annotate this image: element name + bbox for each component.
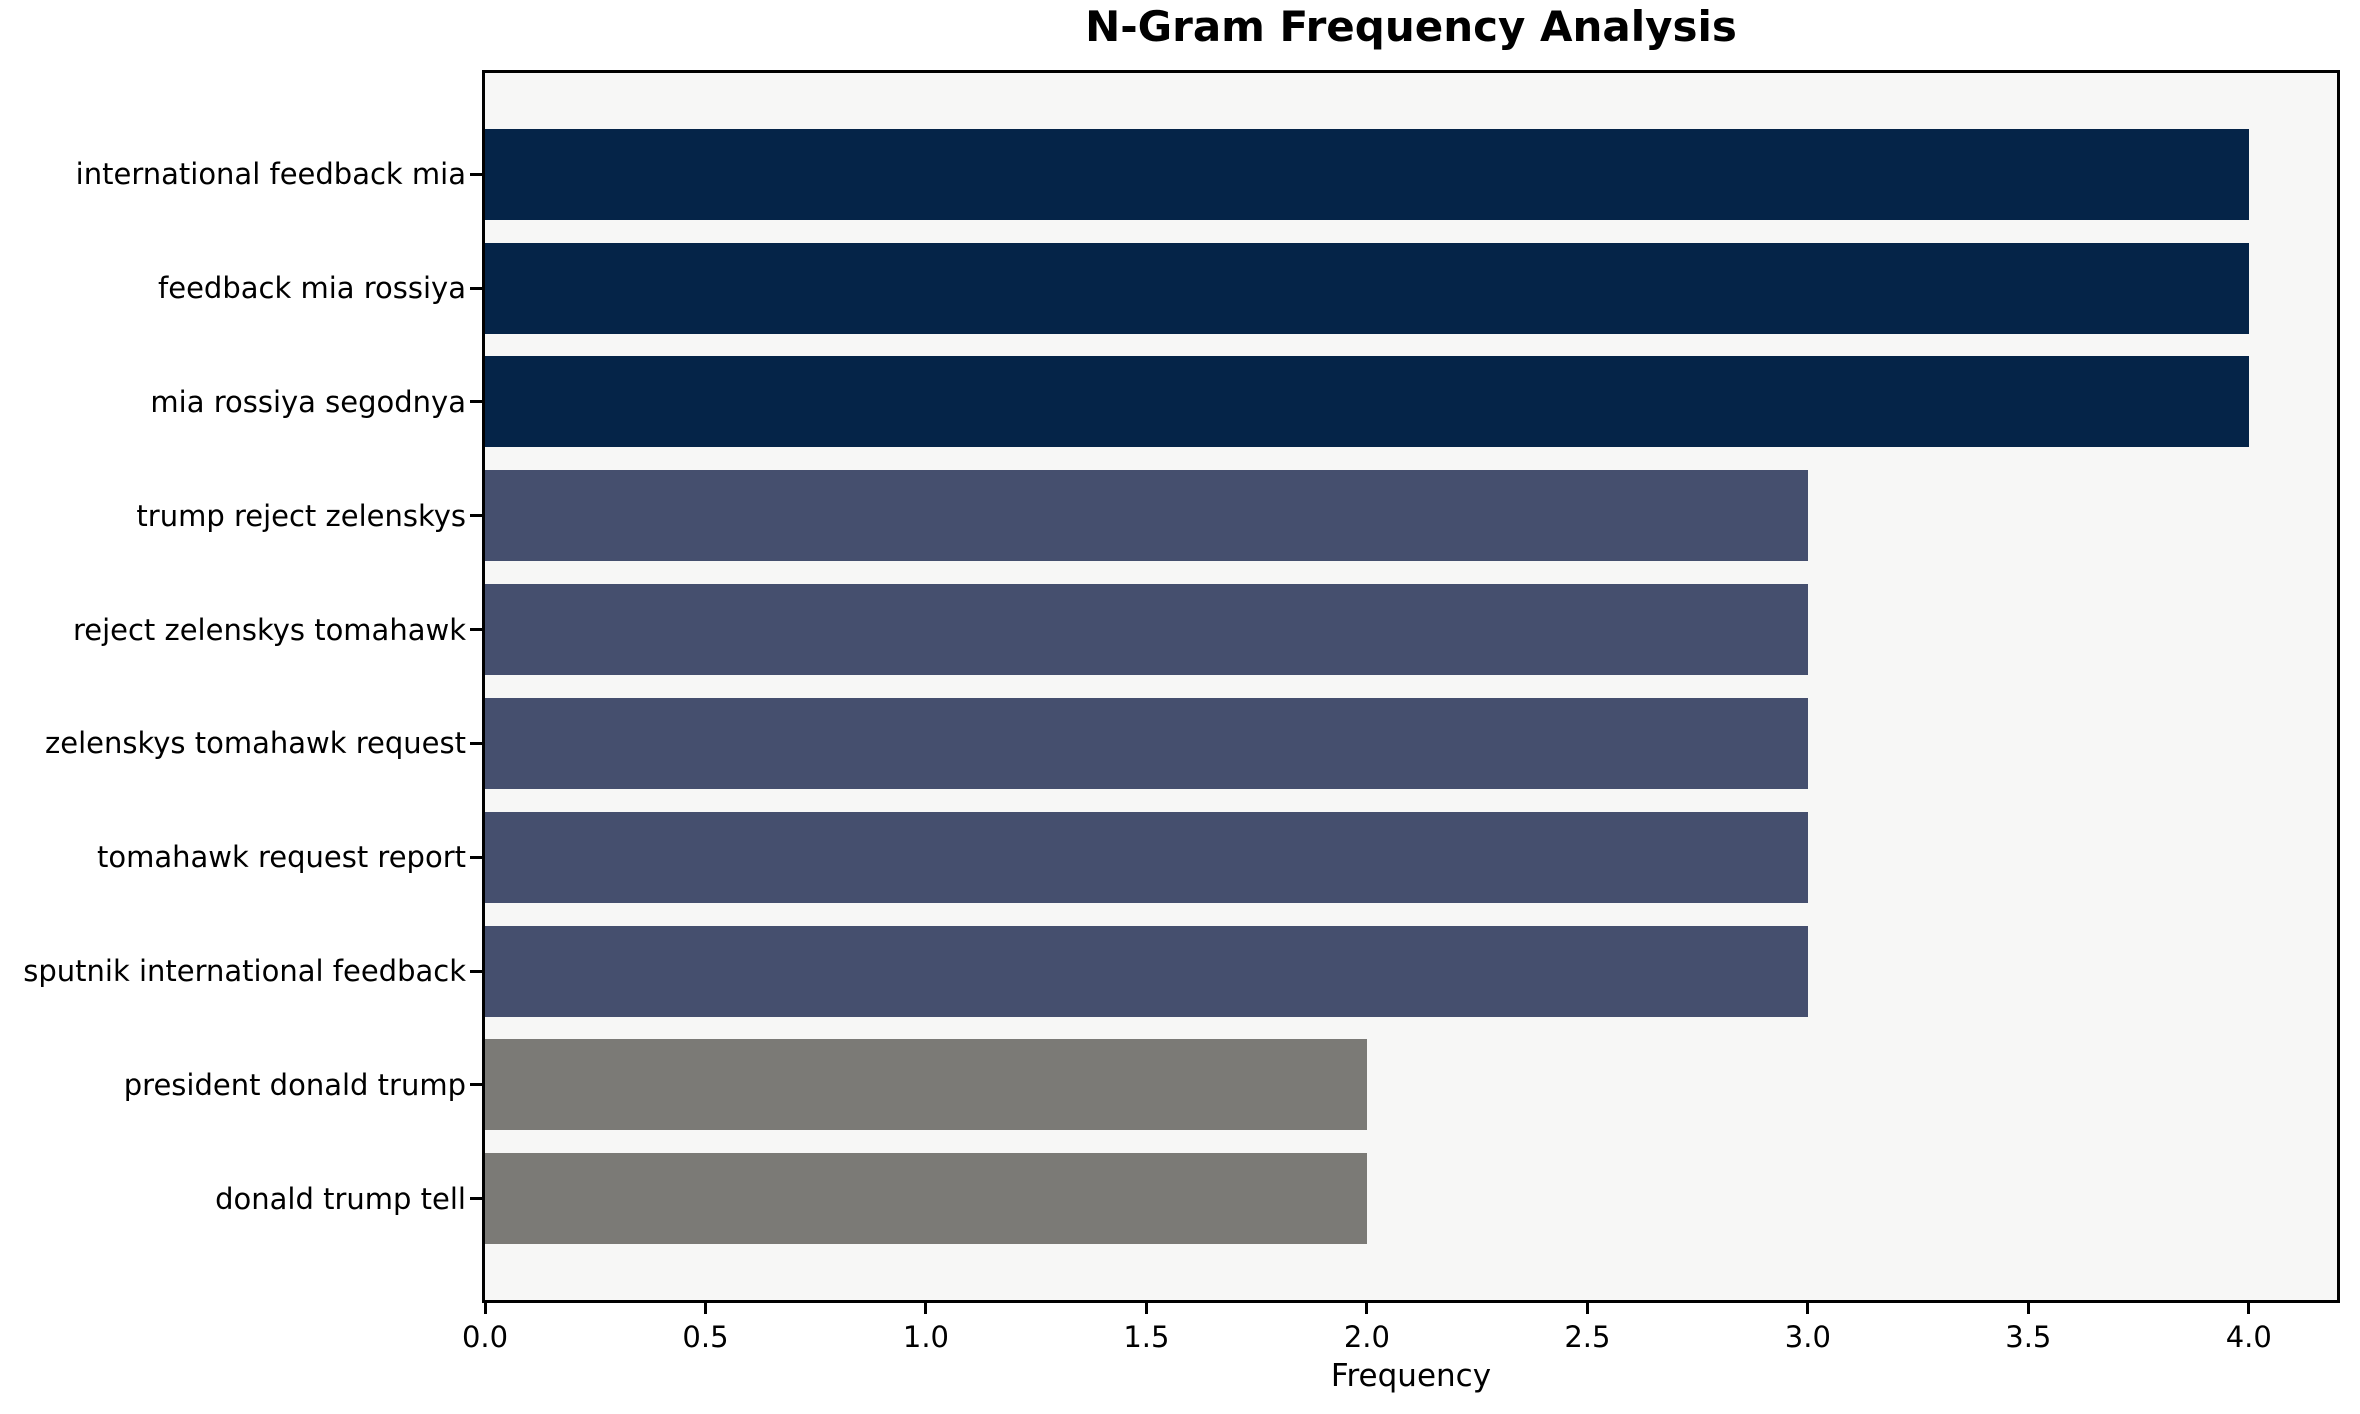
x-tick-label: 1.0: [902, 1320, 949, 1354]
y-tick-label: zelenskys tomahawk request: [45, 726, 466, 761]
bar: [485, 356, 2249, 448]
y-tick-label: reject zelenskys tomahawk: [72, 612, 466, 647]
y-tick-mark: [470, 855, 482, 859]
chart-title: N-Gram Frequency Analysis: [1085, 2, 1737, 51]
y-tick-mark: [470, 286, 482, 290]
x-tick-label: 3.5: [2005, 1320, 2052, 1354]
bar: [485, 1153, 1367, 1245]
y-tick-mark: [470, 172, 482, 176]
x-tick-label: 0.0: [461, 1320, 509, 1354]
x-tick-mark: [703, 1303, 707, 1314]
bar: [485, 811, 1808, 903]
y-tick-label: tomahawk request report: [96, 840, 466, 875]
y-tick-mark: [470, 1197, 482, 1201]
bar: [485, 925, 1808, 1017]
bar: [485, 697, 1808, 789]
x-tick-label: 1.5: [1123, 1320, 1170, 1354]
y-tick-mark: [470, 969, 482, 973]
bar: [485, 584, 1808, 676]
y-tick-label: sputnik international feedback: [23, 954, 466, 989]
bar: [485, 1039, 1367, 1131]
y-tick-mark: [470, 1083, 482, 1087]
x-tick-mark: [1365, 1303, 1369, 1314]
x-tick-mark: [1585, 1303, 1589, 1314]
y-tick-mark: [470, 514, 482, 518]
x-tick-label: 2.5: [1564, 1320, 1611, 1354]
bar: [485, 128, 2249, 220]
y-tick-label: donald trump tell: [215, 1181, 466, 1216]
y-tick-label: feedback mia rossiya: [158, 271, 466, 306]
y-tick-mark: [470, 741, 482, 745]
bar: [485, 470, 1808, 562]
x-tick-mark: [924, 1303, 928, 1314]
y-tick-label: mia rossiya segodnya: [150, 384, 466, 419]
plot-area: [482, 70, 2340, 1303]
x-tick-mark: [2247, 1303, 2251, 1314]
y-tick-label: president donald trump: [123, 1067, 466, 1102]
y-tick-mark: [470, 400, 482, 404]
y-tick-label: trump reject zelenskys: [136, 498, 466, 533]
x-tick-mark: [1144, 1303, 1148, 1314]
bar: [485, 242, 2249, 334]
x-tick-mark: [2026, 1303, 2030, 1314]
x-tick-label: 4.0: [2225, 1320, 2272, 1354]
y-tick-label: international feedback mia: [75, 157, 466, 192]
x-tick-label: 0.5: [682, 1320, 729, 1354]
x-tick-label: 3.0: [1784, 1320, 1831, 1354]
x-tick-mark: [1806, 1303, 1810, 1314]
x-tick-label: 2.0: [1343, 1320, 1390, 1354]
x-tick-mark: [483, 1303, 487, 1314]
x-axis-label: Frequency: [1330, 1358, 1492, 1394]
y-tick-mark: [470, 628, 482, 632]
